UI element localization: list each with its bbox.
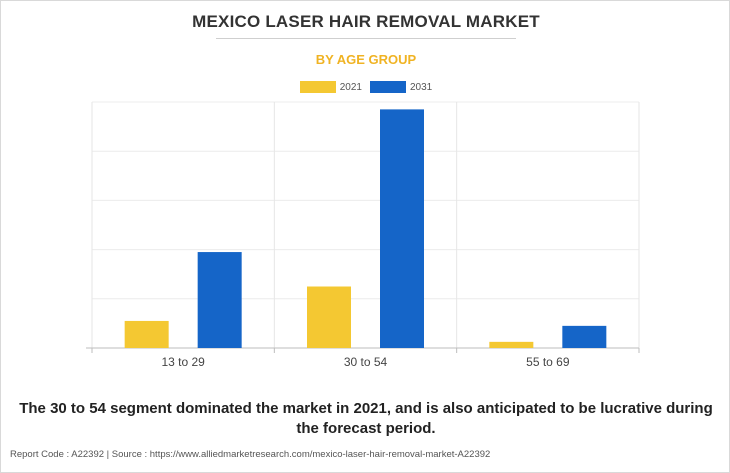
bar-2031-30-to-54 <box>380 109 424 348</box>
legend-label-2031: 2031 <box>410 81 433 93</box>
x-tick-label: 30 to 54 <box>344 355 388 369</box>
legend-swatch-2021 <box>299 81 336 93</box>
bar-chart: 13 to 29 30 to 54 55 to 69 <box>86 101 640 369</box>
chart-caption: The 30 to 54 segment dominated the marke… <box>19 400 713 437</box>
bar-2021-13-to-29 <box>124 320 169 348</box>
bar-2021-55-to-69 <box>489 341 534 348</box>
bars <box>124 109 607 348</box>
x-tick-label: 55 to 69 <box>526 355 570 369</box>
legend-item-2021[interactable]: 2021 <box>299 81 362 93</box>
grid-lines <box>86 101 640 353</box>
report-footer: Report Code : A22392 | Source : https://… <box>10 449 491 460</box>
chart-title: MEXICO LASER HAIR REMOVAL MARKET <box>192 12 540 31</box>
bar-2021-30-to-54 <box>307 286 351 348</box>
x-axis-labels: 13 to 29 30 to 54 55 to 69 <box>161 355 569 369</box>
chart-subtitle: BY AGE GROUP <box>315 52 417 67</box>
bar-2031-13-to-29 <box>197 252 242 348</box>
legend-item-2031[interactable]: 2031 <box>370 81 432 93</box>
x-tick-label: 13 to 29 <box>161 355 205 369</box>
legend: 2021 2031 <box>1 81 730 93</box>
legend-swatch-2031 <box>370 81 406 93</box>
legend-label-2021: 2021 <box>339 81 362 93</box>
title-divider <box>216 38 516 39</box>
bar-2031-55-to-69 <box>562 325 607 348</box>
